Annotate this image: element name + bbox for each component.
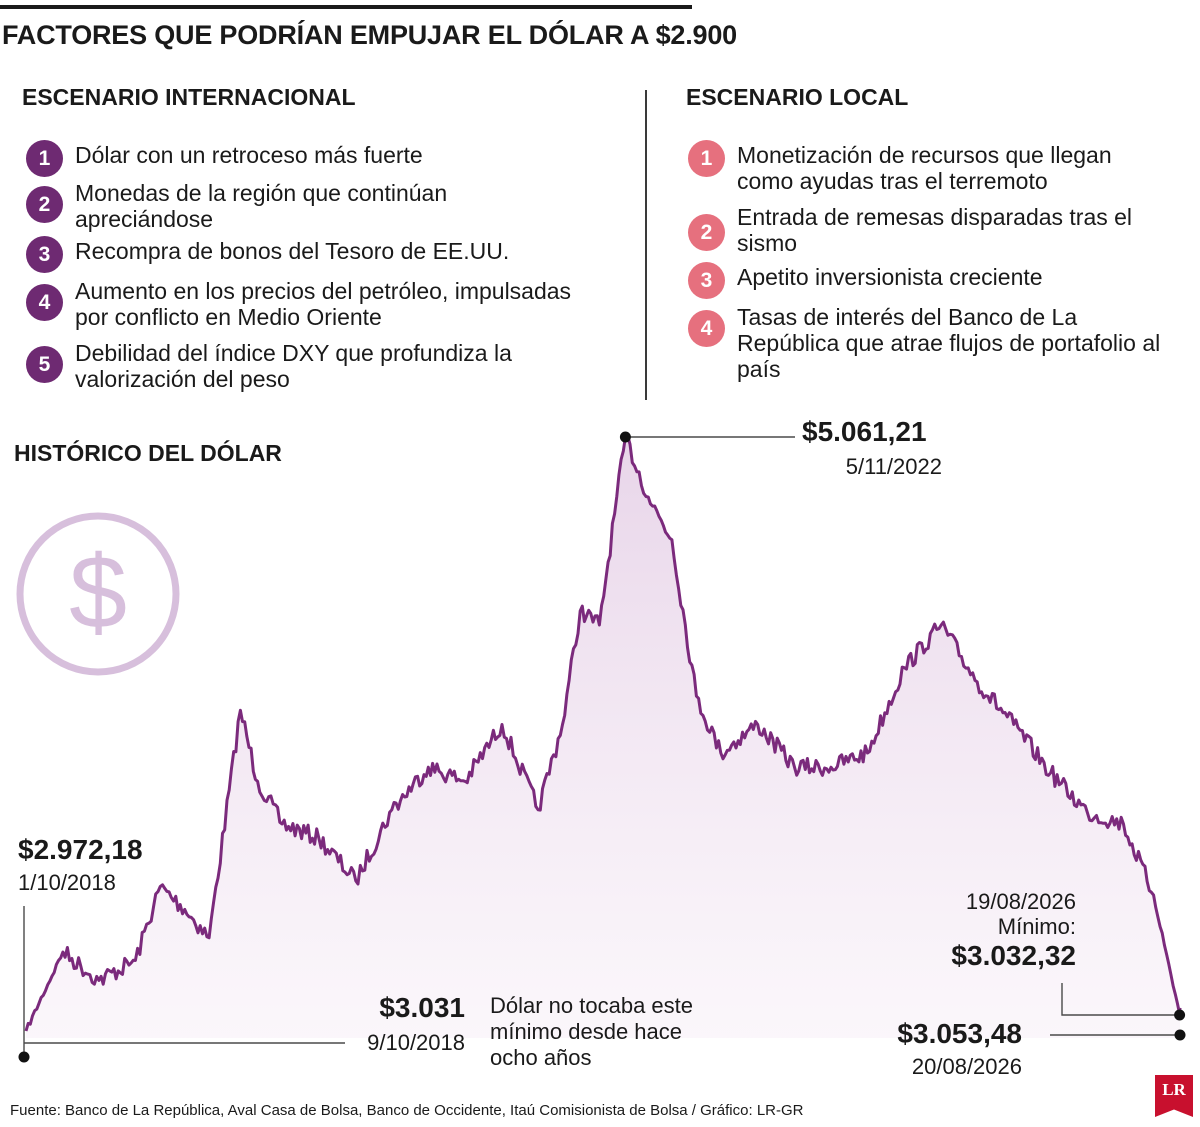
chart-series-line bbox=[24, 434, 1182, 1032]
page-title: FACTORES QUE PODRÍAN EMPUJAR EL DÓLAR A … bbox=[2, 20, 737, 50]
annotation-start-value: $2.972,18 bbox=[18, 834, 143, 865]
local-factor: 4 Tasas de interés del Banco de La Repúb… bbox=[688, 302, 1177, 382]
factor-text: Dólar con un retroceso más fuerte bbox=[75, 142, 423, 168]
factor-number-badge: 5 bbox=[26, 346, 63, 383]
chart-area-fill bbox=[26, 435, 1180, 1039]
factor-text: Apetito inversionista creciente bbox=[737, 264, 1043, 290]
top-rule bbox=[0, 5, 692, 9]
factor-number-badge: 2 bbox=[26, 186, 63, 223]
factor-text: Recompra de bonos del Tesoro de EE.UU. bbox=[75, 238, 510, 264]
local-heading: ESCENARIO LOCAL bbox=[686, 84, 909, 110]
factor-text: Tasas de interés del Banco de La Repúbli… bbox=[737, 304, 1161, 382]
factor-text: Monetización de recursos que llegan como… bbox=[737, 142, 1112, 194]
international-factor: 5 Debilidad del índice DXY que profundiz… bbox=[26, 338, 545, 392]
peak-marker bbox=[619, 431, 631, 443]
factor-text: Monedas de la región que continúan aprec… bbox=[75, 180, 448, 232]
factor-text: Aumento en los precios del petróleo, imp… bbox=[75, 278, 572, 330]
annotation-low-2018-date: 9/10/2018 bbox=[367, 1030, 465, 1055]
annotation-min-label: Mínimo: bbox=[997, 914, 1076, 939]
annotation-min-value: $3.032,32 bbox=[951, 940, 1076, 971]
international-heading: ESCENARIO INTERNACIONAL bbox=[22, 84, 356, 110]
factor-number-badge: 1 bbox=[688, 140, 725, 177]
annotation-low-2018-value: $3.031 bbox=[379, 992, 465, 1023]
chart-note: Dólar no tocaba este mínimo desde hace o… bbox=[490, 993, 694, 1070]
international-factor: 1 Dólar con un retroceso más fuerte bbox=[26, 140, 595, 177]
factor-text: Debilidad del índice DXY que profundiza … bbox=[75, 340, 512, 392]
min-marker bbox=[1174, 1009, 1186, 1021]
local-factor: 3 Apetito inversionista creciente bbox=[688, 262, 1157, 299]
international-factor: 4 Aumento en los precios del petróleo, i… bbox=[26, 276, 595, 330]
annotation-last-date: 20/08/2026 bbox=[911, 1054, 1022, 1079]
international-factor: 3 Recompra de bonos del Tesoro de EE.UU. bbox=[26, 236, 595, 273]
annotation-leader-line bbox=[1061, 983, 1180, 1016]
annotation-peak-date: 5/11/2022 bbox=[845, 454, 942, 479]
annotation-start-date: 1/10/2018 bbox=[18, 870, 116, 895]
annotation-peak-value: $5.061,21 bbox=[802, 416, 927, 447]
factor-number-badge: 3 bbox=[688, 262, 725, 299]
dollar-icon: $ bbox=[16, 512, 180, 676]
lr-logo: LR bbox=[1155, 1075, 1193, 1117]
local-factor: 1 Monetización de recursos que llegan co… bbox=[688, 140, 1157, 194]
factor-text: Entrada de remesas disparadas tras el si… bbox=[737, 204, 1133, 256]
local-factor: 2 Entrada de remesas disparadas tras el … bbox=[688, 202, 1157, 256]
factor-number-badge: 4 bbox=[26, 284, 63, 321]
factor-number-badge: 3 bbox=[26, 236, 63, 273]
chart-section-title: HISTÓRICO DEL DÓLAR bbox=[14, 440, 282, 466]
factor-number-badge: 2 bbox=[688, 214, 725, 251]
annotation-last-value: $3.053,48 bbox=[897, 1018, 1022, 1049]
column-divider bbox=[645, 90, 647, 400]
factor-number-badge: 1 bbox=[26, 140, 63, 177]
annotation-min-date: 19/08/2026 bbox=[965, 889, 1076, 914]
source-footer: Fuente: Banco de La República, Aval Casa… bbox=[10, 1102, 804, 1119]
low-2018-marker bbox=[18, 1051, 30, 1063]
international-factor: 2 Monedas de la región que continúan apr… bbox=[26, 178, 475, 232]
last-marker bbox=[1174, 1029, 1186, 1041]
factor-number-badge: 4 bbox=[688, 310, 725, 347]
svg-text:$: $ bbox=[69, 535, 127, 651]
